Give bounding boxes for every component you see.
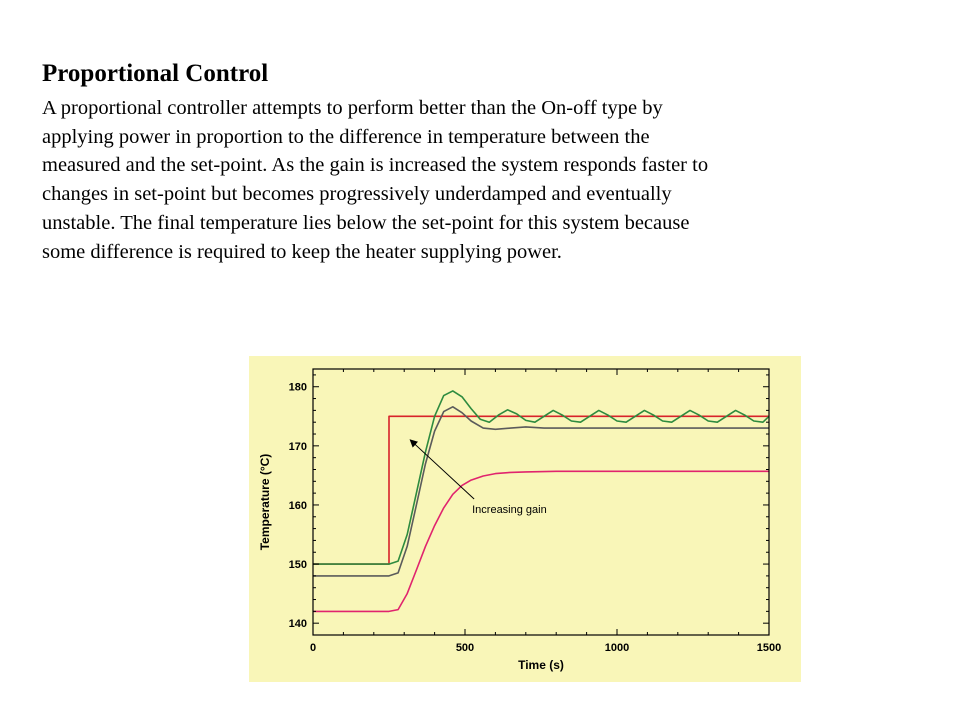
chart-panel-background <box>249 356 801 682</box>
temperature-chart: Increasing gain 0 500 1000 1500 140 150 160 170… <box>249 356 801 682</box>
x-tick-label: 1000 <box>605 642 629 654</box>
annotation-layer: Increasing gain <box>409 439 547 516</box>
y-tick-label: 150 <box>289 559 307 571</box>
body-line: some difference is required to keep the … <box>42 240 562 263</box>
plot-frame <box>312 368 770 636</box>
x-tick-label: 500 <box>456 642 474 654</box>
slide-title: Proportional Control <box>42 60 269 87</box>
body-line: unstable. The final temperature lies bel… <box>42 211 690 234</box>
y-tick-label: 140 <box>289 618 307 630</box>
series-line-mid_gain <box>313 405 769 577</box>
y-tick-label: 160 <box>289 500 307 512</box>
axis-ticks: 0 500 1000 1500 140 150 160 170 180 <box>289 369 781 654</box>
x-axis-label: Time (s) <box>518 658 564 672</box>
body-line: A proportional controller attempts to pe… <box>42 97 663 119</box>
series-line-low_gain <box>313 470 769 613</box>
body-line: applying power in proportion to the diff… <box>42 125 650 148</box>
annotation-arrow <box>409 439 475 500</box>
x-tick-label: 0 <box>310 642 316 654</box>
slide-body: A proportional controller attempts to pe… <box>42 94 932 266</box>
y-tick-label: 180 <box>289 382 307 394</box>
body-line: changes in set-point but becomes progres… <box>42 183 672 206</box>
y-tick-label: 170 <box>289 441 307 453</box>
series-line-high_gain <box>313 390 770 565</box>
annotation-label: Increasing gain <box>472 504 547 516</box>
body-line: measured and the set-point. As the gain … <box>42 154 709 177</box>
y-axis-label: Temperature (°C) <box>258 454 272 551</box>
chart-svg: Increasing gain 0 500 1000 1500 140 150 160 170… <box>249 356 801 682</box>
plot-lines <box>313 390 770 613</box>
x-tick-label: 1500 <box>757 642 781 654</box>
